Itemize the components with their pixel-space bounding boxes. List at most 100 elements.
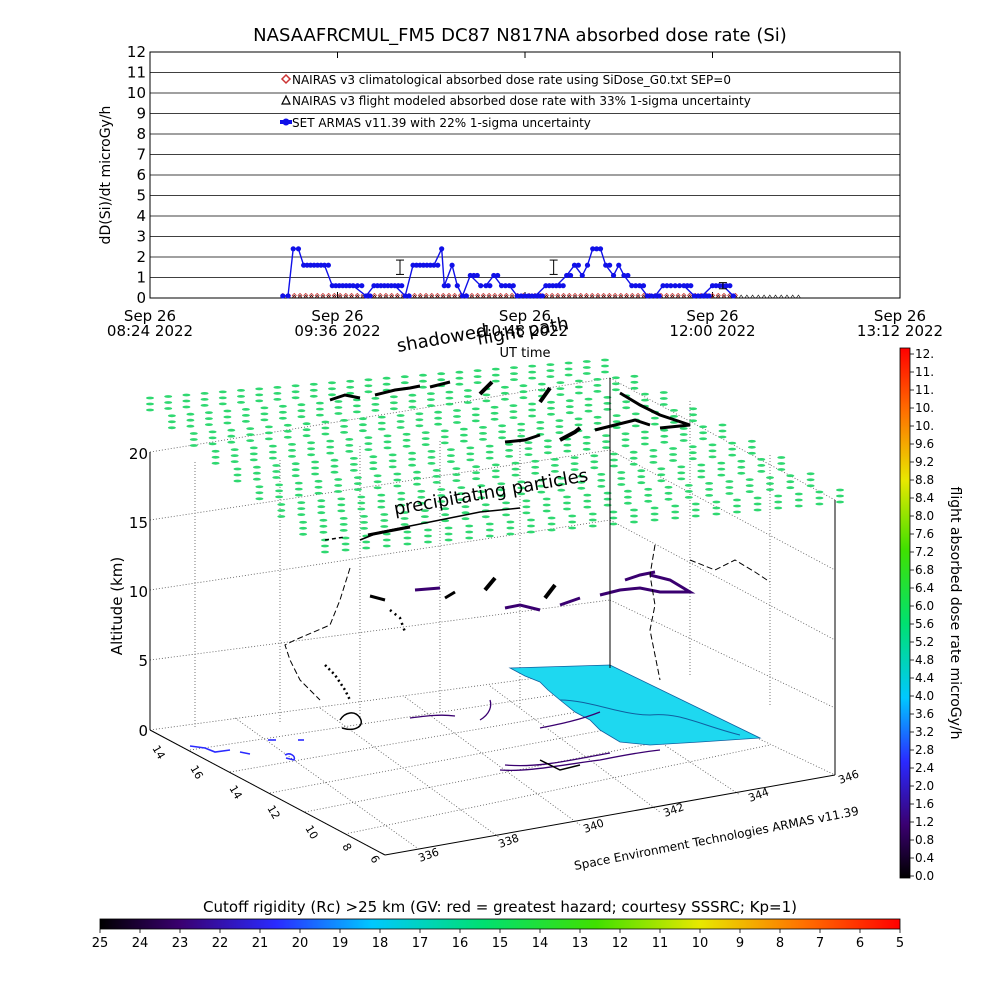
nairas-clim-point [509,292,515,298]
particle-dash [302,434,311,438]
particle-dash [408,457,417,461]
particle-dash [794,498,803,502]
rigidity-colorbar-tick-label: 10 [692,936,709,951]
particle-dash [358,423,367,427]
particle-dash [610,464,618,468]
particle-dash [413,476,421,480]
particle-dash [603,402,612,405]
particle-dash [211,455,220,459]
particle-dash [511,461,520,465]
nairas-flight-point [784,294,790,299]
particle-dash [277,515,286,518]
x-tick-label-time: 12:00 2022 [669,322,755,340]
particle-dash [211,449,220,453]
particle-dash [388,465,397,469]
particle-dash [557,476,566,480]
particle-dash [836,488,844,492]
particle-dash [345,450,354,453]
dose-colorbar-tick-label: 9.2 [915,455,934,469]
particle-dash [146,408,154,412]
particle-dash [505,449,514,452]
particle-dash [717,467,726,471]
armas-point [629,283,635,289]
nairas-clim-point [308,292,315,298]
dose-colorbar-tick-label: 3.6 [915,707,934,721]
armas-point [321,262,328,268]
particle-dash [189,432,198,435]
particle-dash [383,440,392,444]
particle-dash [275,489,284,493]
particle-dash [326,445,335,449]
nairas-clim-point [503,292,509,298]
particle-dash [459,439,468,443]
particle-dash [609,522,618,526]
particle-dash [623,489,632,493]
particle-dash [621,444,630,448]
particle-dash [334,484,343,487]
dose-colorbar-tick-label: 0.4 [915,851,934,865]
particle-dash [601,364,609,368]
nairas-clim-point [543,292,549,298]
particle-dash [677,465,686,469]
particle-dash [360,527,368,530]
nairas-clim-point [469,292,475,298]
particle-dash [490,411,499,415]
particle-dash [610,452,618,456]
particle-dash [611,376,620,380]
nairas-flight-point [297,294,303,299]
particle-dash [546,369,555,372]
particle-dash [369,467,378,471]
armas-point [706,293,712,299]
rigidity-colorbar-tick-label: 17 [412,936,429,951]
particle-dash [278,410,287,414]
particle-dash [357,501,366,505]
particle-dash [485,528,494,532]
particle-dash [491,463,500,467]
particle-dash [255,497,264,501]
particle-dash [725,486,734,489]
armas-point [648,293,654,299]
particle-dash [146,396,154,400]
nairas-clim-point [389,292,395,298]
particle-dash [380,513,389,516]
particle-dash [502,501,511,505]
particle-dash [400,511,409,514]
particle-dash [564,373,573,377]
rigidity-colorbar-tick-label: 20 [292,936,309,951]
particle-dash [311,466,320,470]
armas-point [730,293,736,299]
rigidity-colorbar-tick-label: 23 [172,936,189,951]
particle-dash [815,496,824,500]
particle-dash [415,424,424,428]
armas-point [571,262,578,268]
particle-dash [397,497,406,501]
particle-dash [565,405,574,409]
nairas-clim-point [623,292,630,298]
particle-dash [583,493,592,497]
particle-dash [371,409,380,412]
particle-dash [299,532,308,536]
particle-dash [445,402,454,406]
armas-line [282,246,734,298]
armas-point [498,283,505,289]
particle-dash [437,494,446,497]
nairas-flight-point [303,294,309,299]
armas-point [491,272,497,279]
particle-dash [557,488,566,492]
rigidity-colorbar-tick-label: 25 [92,936,109,951]
latitude-tick-label: 8 [339,841,354,854]
nairas-flight-point [778,294,784,299]
particle-dash [345,444,354,447]
armas-point [584,262,591,268]
latitude-tick-label: 10 [302,823,320,842]
particle-dash [417,495,426,499]
nairas-clim-point [606,292,612,298]
particle-dash [444,526,453,530]
particle-dash [461,505,470,509]
y-tick-label: 1 [136,269,146,287]
particle-dash [582,441,591,445]
armas-point [660,283,666,289]
particle-dash [806,472,815,476]
particle-dash [477,490,486,494]
particle-dash [497,488,506,492]
